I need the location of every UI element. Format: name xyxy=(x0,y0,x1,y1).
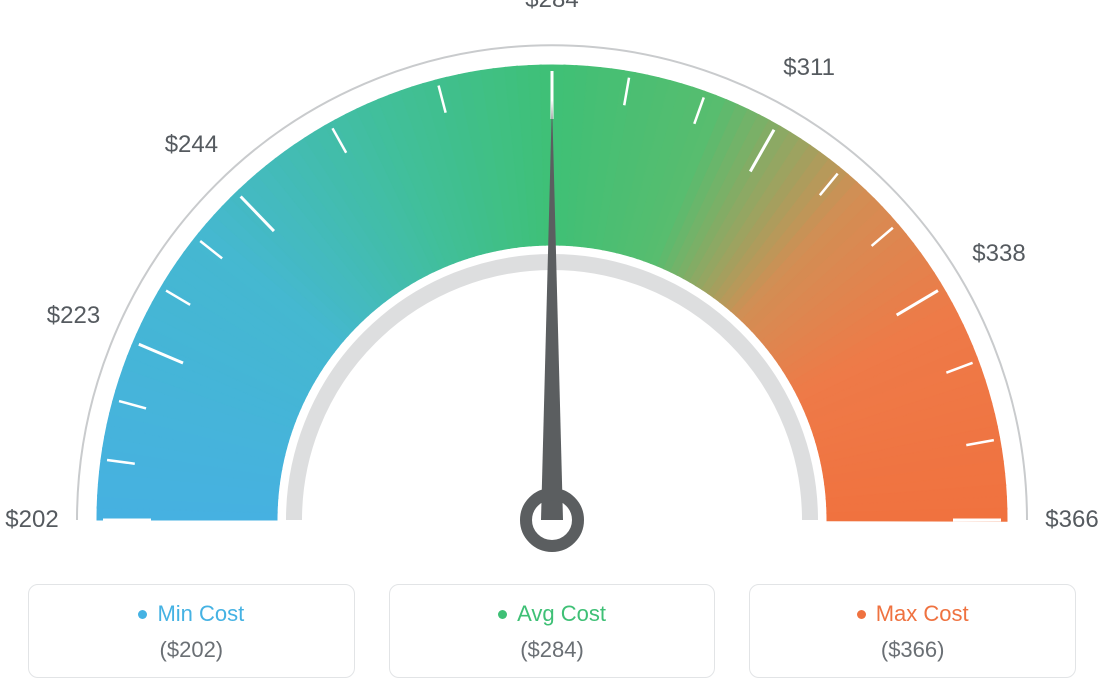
legend-card-avg: Avg Cost ($284) xyxy=(389,584,716,678)
gauge-container: $202 $223 $244 $284 $311 $338 $366 xyxy=(0,0,1104,560)
gauge-tick-label: $223 xyxy=(47,302,100,330)
legend-row: Min Cost ($202) Avg Cost ($284) Max Cost… xyxy=(0,584,1104,678)
gauge-tick-label: $244 xyxy=(165,131,218,159)
legend-dot-avg xyxy=(498,610,507,619)
gauge-tick-label: $202 xyxy=(5,506,58,534)
legend-value-max: ($366) xyxy=(760,637,1065,663)
legend-label-min: Min Cost xyxy=(157,601,244,627)
legend-dot-max xyxy=(857,610,866,619)
legend-card-min: Min Cost ($202) xyxy=(28,584,355,678)
legend-dot-min xyxy=(138,610,147,619)
legend-title-avg: Avg Cost xyxy=(498,601,606,627)
legend-title-min: Min Cost xyxy=(138,601,244,627)
legend-card-max: Max Cost ($366) xyxy=(749,584,1076,678)
legend-value-min: ($202) xyxy=(39,637,344,663)
gauge-tick-label: $338 xyxy=(972,240,1025,268)
gauge-tick-label: $284 xyxy=(525,0,578,14)
legend-value-avg: ($284) xyxy=(400,637,705,663)
gauge-svg xyxy=(0,0,1104,560)
legend-label-max: Max Cost xyxy=(876,601,969,627)
legend-label-avg: Avg Cost xyxy=(517,601,606,627)
gauge-tick-label: $311 xyxy=(783,54,835,82)
gauge-tick-label: $366 xyxy=(1045,506,1098,534)
legend-title-max: Max Cost xyxy=(857,601,969,627)
